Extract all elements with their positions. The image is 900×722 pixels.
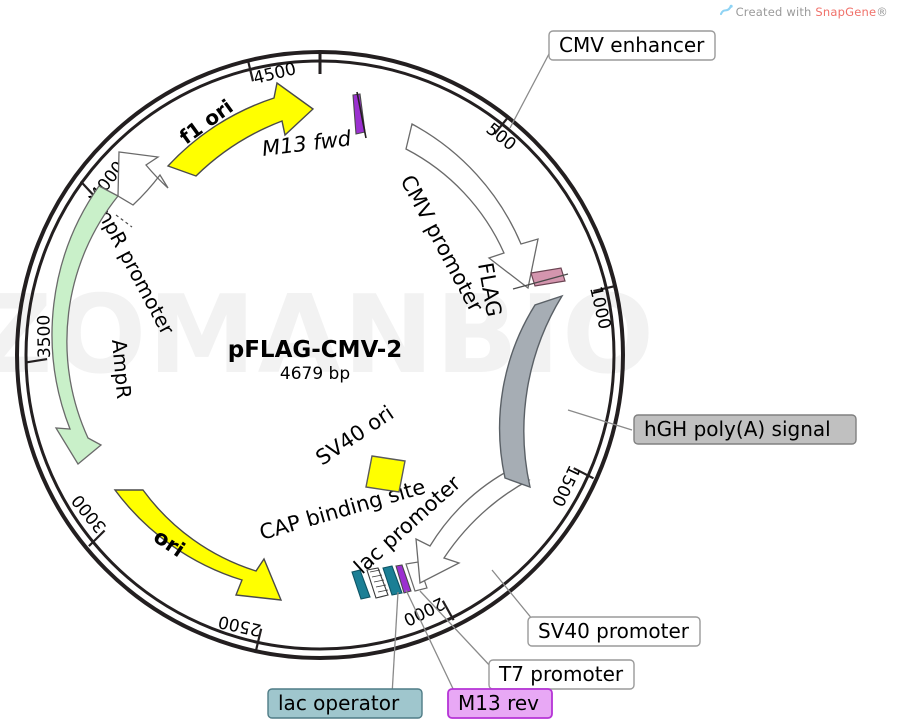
plasmid-center-title: pFLAG-CMV-2 4679 bp: [228, 337, 403, 384]
callout-sv40-promoter[interactable]: SV40 promoter: [527, 616, 701, 647]
callout-label-cmv-enhancer: CMV enhancer: [559, 33, 705, 57]
callout-label-m13-rev: M13 rev: [458, 691, 539, 715]
plasmid-length: 4679 bp: [280, 364, 350, 384]
callout-label-lac-operator: lac operator: [278, 691, 400, 715]
callout-m13-rev[interactable]: M13 rev: [447, 688, 553, 719]
feature-flag[interactable]: FLAG: [473, 261, 569, 319]
callout-label-hgh-polya-signal: hGH poly(A) signal: [644, 417, 831, 441]
callout-t7-promoter[interactable]: T7 promoter: [488, 659, 635, 690]
tick-label-4500: 4500: [251, 59, 298, 89]
snapgene-credit: Created with SnapGene®: [719, 4, 888, 20]
tick-label-3500: 3500: [34, 315, 55, 359]
tick-label-1500: 1500: [547, 462, 584, 510]
callout-cmv-enhancer[interactable]: CMV enhancer: [548, 30, 716, 61]
snapgene-logo-icon: [719, 4, 733, 20]
feature-ampr[interactable]: AmpR: [51, 185, 136, 465]
callout-hgh-polya-signal[interactable]: hGH poly(A) signal: [633, 414, 857, 445]
feature-ori[interactable]: ori: [113, 489, 283, 601]
feature-hgh-polya-signal[interactable]: [498, 294, 564, 489]
watermark: ZOMANBIO: [0, 273, 656, 398]
feature-lac-operator[interactable]: [382, 565, 403, 596]
credit-suffix: ®: [876, 5, 888, 19]
callout-label-t7-promoter: T7 promoter: [498, 662, 624, 686]
feature-f1-ori[interactable]: f1 ori: [166, 81, 315, 177]
feature-label-ampr: AmpR: [107, 338, 136, 400]
feature-m13-rev[interactable]: [395, 564, 412, 594]
callout-label-sv40-promoter: SV40 promoter: [538, 619, 690, 643]
credit-brand: SnapGene: [815, 5, 877, 19]
callout-lac-operator[interactable]: lac operator: [267, 688, 423, 719]
callout-leader-lines: [391, 51, 633, 696]
ruler-tick-marks: [25, 58, 616, 651]
feature-sv40-ori[interactable]: SV40 ori: [311, 401, 406, 493]
tick-label-2500: 2500: [217, 611, 264, 640]
credit-prefix: Created with: [735, 5, 816, 19]
feature-t7-promoter[interactable]: [405, 561, 428, 592]
feature-sv40-promoter[interactable]: [415, 471, 531, 585]
feature-label-m13-fwd: M13 fwd: [261, 126, 353, 161]
plasmid-name: pFLAG-CMV-2: [228, 337, 403, 363]
